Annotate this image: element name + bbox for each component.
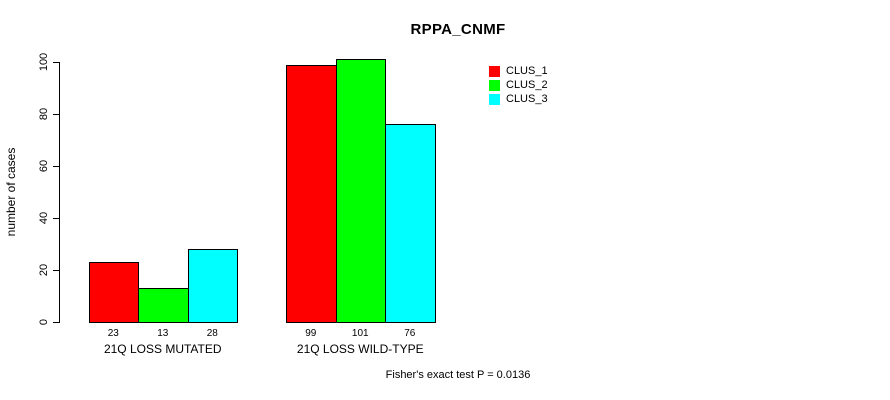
y-axis-tick xyxy=(53,218,59,219)
y-axis-tick-label: 80 xyxy=(38,107,50,121)
y-axis-tick xyxy=(53,114,59,115)
y-axis-tick xyxy=(53,270,59,271)
bar-value-label: 99 xyxy=(305,328,317,339)
legend-swatch-clus_2 xyxy=(489,80,500,91)
fisher-test-footnote: Fisher's exact test P = 0.0136 xyxy=(385,369,531,381)
y-axis-tick xyxy=(53,322,59,323)
y-axis-line xyxy=(59,62,60,323)
y-axis-tick-label: 20 xyxy=(38,263,50,277)
y-axis-tick-label: 100 xyxy=(38,52,50,72)
y-axis-tick-label: 60 xyxy=(38,159,50,173)
legend-item: CLUS_1 xyxy=(489,66,548,77)
legend-item: CLUS_2 xyxy=(489,80,548,91)
legend: CLUS_1 CLUS_2 CLUS_3 xyxy=(489,66,548,105)
legend-swatch-clus_1 xyxy=(489,66,500,77)
y-axis-tick xyxy=(53,166,59,167)
bar-value-label: 28 xyxy=(206,328,218,339)
bar-clus_2-group1 xyxy=(138,288,189,323)
bar-value-label: 101 xyxy=(351,328,369,339)
bar-clus_3-group2 xyxy=(385,124,436,323)
legend-item-label: CLUS_2 xyxy=(506,79,548,91)
bar-value-label: 13 xyxy=(157,328,169,339)
chart-title: RPPA_CNMF xyxy=(410,21,506,38)
legend-swatch-clus_3 xyxy=(489,94,500,105)
y-axis-tick-label: 40 xyxy=(38,211,50,225)
legend-item-label: CLUS_3 xyxy=(506,93,548,105)
bar-value-label: 76 xyxy=(404,328,416,339)
bar-value-label: 23 xyxy=(107,328,119,339)
bar-clus_3-group1 xyxy=(187,249,238,323)
bar-clus_2-group2 xyxy=(335,59,386,323)
legend-item-label: CLUS_1 xyxy=(506,65,548,77)
legend-item: CLUS_3 xyxy=(489,94,548,105)
x-category-label: 21Q LOSS WILD-TYPE xyxy=(296,342,424,356)
bar-clus_1-group2 xyxy=(286,64,337,323)
x-category-label: 21Q LOSS MUTATED xyxy=(103,342,222,356)
y-axis-tick-label: 0 xyxy=(38,318,50,326)
y-axis-tick xyxy=(53,62,59,63)
bar-clus_1-group1 xyxy=(88,262,139,323)
